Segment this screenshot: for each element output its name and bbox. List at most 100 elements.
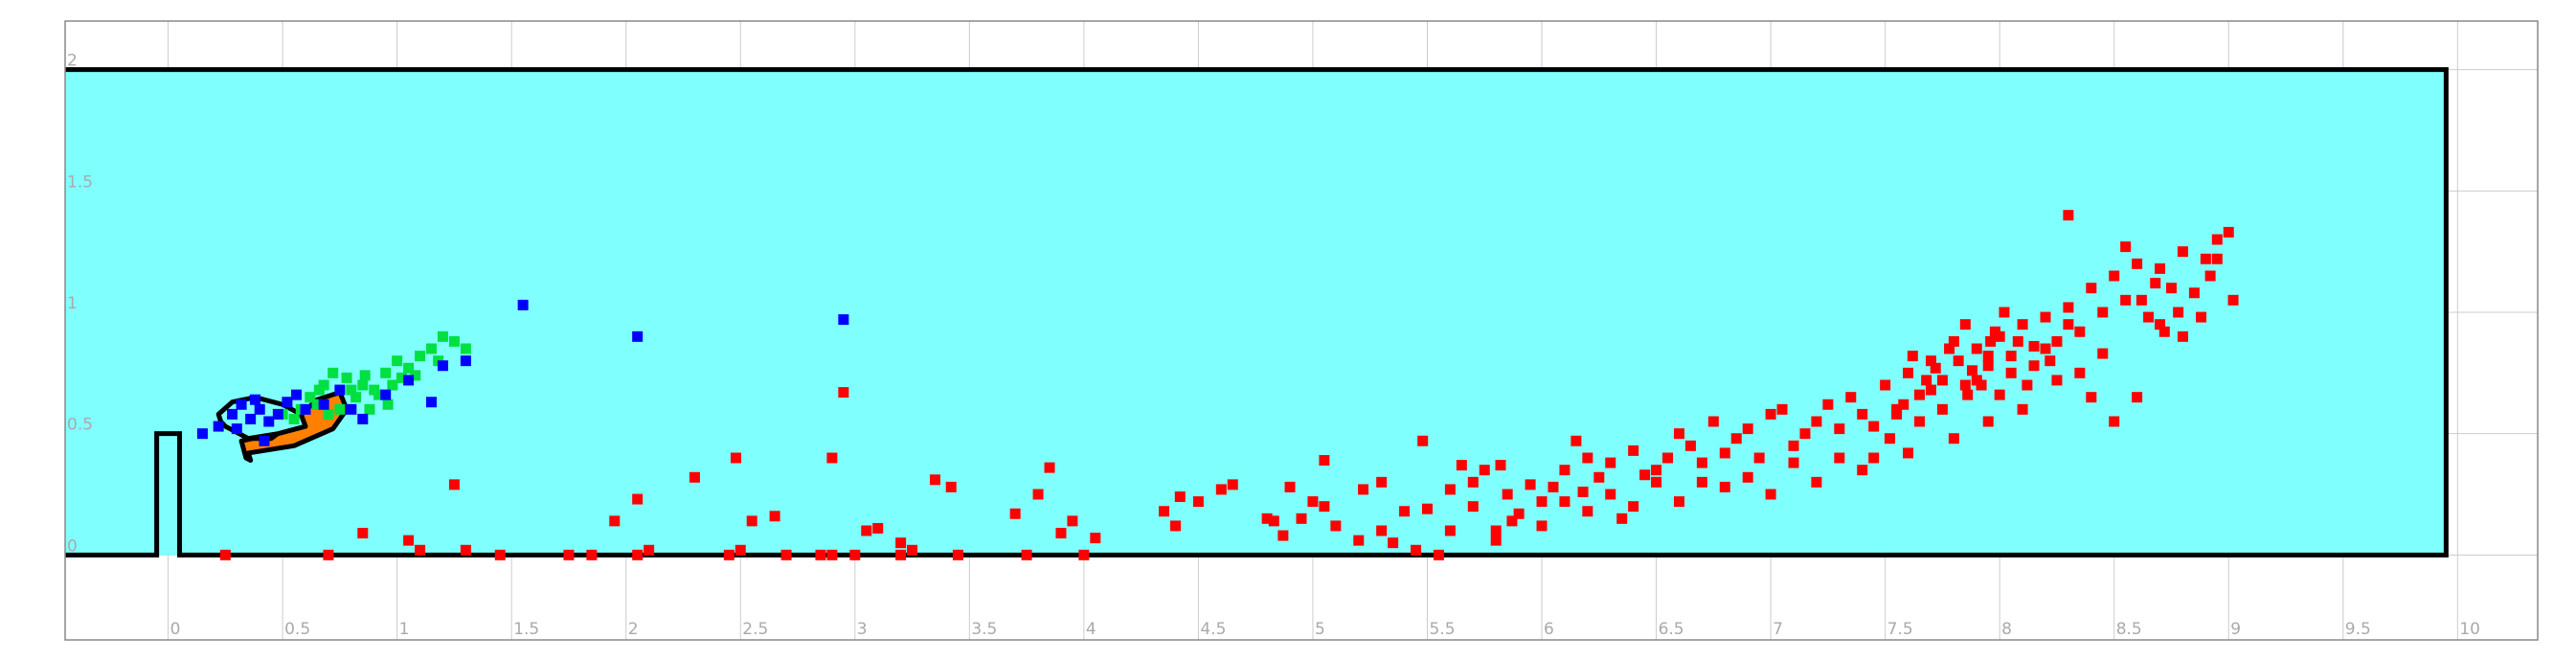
data-point-series-1 xyxy=(437,330,448,342)
data-point-series-3 xyxy=(1788,440,1799,451)
y-tick-label: 1.5 xyxy=(67,172,93,192)
data-point-series-3 xyxy=(2063,319,2074,330)
data-point-series-3 xyxy=(2097,348,2109,359)
data-point-series-3 xyxy=(2074,367,2086,378)
data-point-series-2 xyxy=(282,397,293,408)
x-tick-label: 6 xyxy=(1544,620,1554,639)
data-point-series-3 xyxy=(1765,408,1776,420)
x-tick-label: 1 xyxy=(399,620,410,639)
data-point-series-3 xyxy=(1090,533,1101,544)
data-point-series-3 xyxy=(1811,416,1822,427)
data-point-series-3 xyxy=(448,479,460,490)
data-point-series-2 xyxy=(213,421,224,432)
outer-frame xyxy=(64,20,2539,641)
x-tick-label: 7.5 xyxy=(1887,620,1913,639)
data-point-series-3 xyxy=(323,549,334,560)
data-point-series-3 xyxy=(1284,481,1296,492)
data-point-series-3 xyxy=(1868,421,1880,432)
data-point-series-3 xyxy=(1605,457,1616,468)
data-point-series-2 xyxy=(272,408,283,420)
data-point-series-3 xyxy=(1192,496,1204,508)
data-point-series-3 xyxy=(1921,375,1932,386)
data-point-series-3 xyxy=(1388,537,1399,549)
data-point-series-3 xyxy=(895,549,907,560)
data-point-series-2 xyxy=(437,360,448,372)
data-point-series-2 xyxy=(300,403,311,415)
data-point-series-1 xyxy=(346,384,357,396)
data-point-series-1 xyxy=(357,379,369,391)
data-point-series-3 xyxy=(1651,465,1662,476)
x-tick-label: 2 xyxy=(628,620,639,639)
data-point-series-3 xyxy=(1742,471,1753,483)
data-point-series-3 xyxy=(1994,389,2005,400)
data-point-series-3 xyxy=(945,481,957,492)
data-point-series-1 xyxy=(359,370,371,381)
data-point-series-3 xyxy=(2012,335,2023,347)
data-point-series-3 xyxy=(1444,484,1456,495)
data-point-series-3 xyxy=(929,474,940,486)
data-point-series-3 xyxy=(1976,379,1987,391)
data-point-series-1 xyxy=(415,351,426,362)
data-point-series-3 xyxy=(2074,326,2086,337)
data-point-series-2 xyxy=(254,403,265,415)
data-point-series-3 xyxy=(1277,530,1289,541)
data-point-series-2 xyxy=(403,375,415,386)
data-point-series-1 xyxy=(323,408,334,420)
data-point-series-3 xyxy=(1490,535,1502,546)
data-point-series-3 xyxy=(723,549,734,560)
data-point-series-3 xyxy=(1857,408,1868,420)
data-point-series-3 xyxy=(2177,330,2188,342)
data-point-series-3 xyxy=(1925,384,1936,396)
data-point-series-3 xyxy=(2188,287,2200,299)
data-point-series-3 xyxy=(1009,508,1021,519)
data-point-series-3 xyxy=(1296,513,1307,524)
data-point-series-1 xyxy=(426,343,438,354)
data-point-series-3 xyxy=(1776,403,1788,415)
data-point-series-3 xyxy=(2109,270,2120,282)
channel-boundary xyxy=(65,67,2449,558)
data-point-series-3 xyxy=(644,544,655,556)
x-tick-label: 3.5 xyxy=(971,620,997,639)
data-point-series-3 xyxy=(1962,389,1974,400)
data-point-series-3 xyxy=(1513,508,1525,519)
data-point-series-2 xyxy=(517,299,529,310)
data-point-series-3 xyxy=(1989,326,2000,337)
data-point-series-3 xyxy=(1506,515,1518,527)
data-point-series-3 xyxy=(1559,465,1570,476)
data-point-series-3 xyxy=(1032,489,1044,500)
data-point-series-3 xyxy=(2143,311,2155,323)
x-tick-label: 9 xyxy=(2230,620,2241,639)
data-point-series-3 xyxy=(1467,476,1479,488)
data-point-series-3 xyxy=(1261,513,1273,524)
data-point-series-3 xyxy=(1502,489,1513,500)
data-point-series-3 xyxy=(2097,307,2109,318)
data-point-series-3 xyxy=(2155,262,2166,274)
data-point-series-3 xyxy=(2005,367,2017,378)
data-point-series-3 xyxy=(1948,335,1959,347)
data-point-series-3 xyxy=(2028,360,2040,372)
data-point-series-2 xyxy=(318,399,329,410)
data-point-series-3 xyxy=(2204,270,2216,282)
data-point-series-3 xyxy=(1834,423,1845,435)
data-point-series-3 xyxy=(1616,513,1628,524)
data-point-series-3 xyxy=(494,549,506,560)
data-point-series-3 xyxy=(1376,525,1388,536)
data-point-series-3 xyxy=(1999,307,2010,318)
data-point-series-3 xyxy=(1411,544,1422,556)
data-point-series-3 xyxy=(1433,549,1444,560)
data-point-series-2 xyxy=(838,314,849,326)
data-point-series-3 xyxy=(1570,435,1582,446)
data-point-series-3 xyxy=(609,515,621,527)
data-point-series-3 xyxy=(2022,379,2033,391)
data-point-series-3 xyxy=(2155,319,2166,330)
x-tick-label: 1.5 xyxy=(513,620,539,639)
data-point-series-3 xyxy=(1914,416,1925,427)
data-point-series-3 xyxy=(403,535,415,546)
data-point-series-3 xyxy=(1742,423,1753,435)
data-point-series-3 xyxy=(2017,319,2028,330)
data-point-series-3 xyxy=(2158,326,2170,337)
data-point-series-3 xyxy=(2017,403,2028,415)
data-point-series-3 xyxy=(632,493,644,505)
data-point-series-3 xyxy=(1330,520,1342,532)
